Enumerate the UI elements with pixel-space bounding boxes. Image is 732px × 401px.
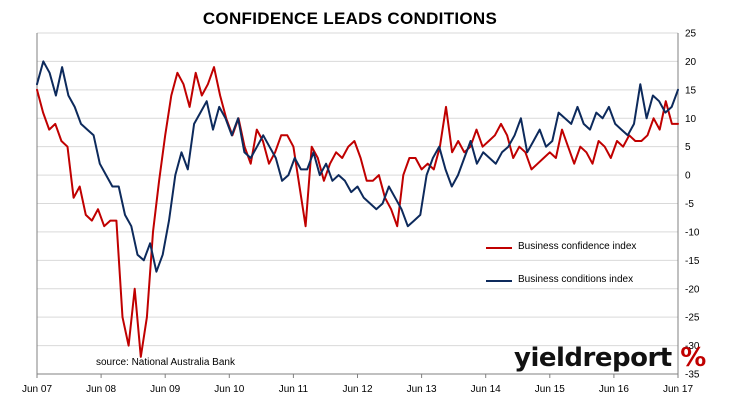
x-tick-label: Jun 10 xyxy=(214,384,244,395)
y-tick-label: -25 xyxy=(685,313,700,324)
y-tick-label: 5 xyxy=(685,142,691,153)
legend-swatch-conditions xyxy=(486,280,512,282)
x-tick-label: Jun 09 xyxy=(150,384,180,395)
brand-logo: yieldreport % xyxy=(514,343,706,373)
y-tick-label: -30 xyxy=(685,341,700,352)
x-tick-label: Jun 13 xyxy=(407,384,437,395)
legend-label-conditions: Business conditions index xyxy=(518,274,634,285)
y-tick-label: 15 xyxy=(685,85,697,96)
x-tick-label: Jun 07 xyxy=(22,384,52,395)
source-note: source: National Australia Bank xyxy=(96,357,235,368)
series-line-confidence xyxy=(36,66,679,358)
series-line-conditions xyxy=(36,60,679,273)
x-tick-label: Jun 14 xyxy=(471,384,501,395)
y-tick-label: 10 xyxy=(685,114,697,125)
y-tick-label: 0 xyxy=(685,171,691,182)
chart-title: CONFIDENCE LEADS CONDITIONS xyxy=(202,9,498,28)
y-tick-label: -15 xyxy=(685,256,700,267)
y-tick-label: 25 xyxy=(685,29,697,40)
y-tick-label: -10 xyxy=(685,227,700,238)
x-tick-label: Jun 17 xyxy=(663,384,693,395)
x-tick-label: Jun 15 xyxy=(535,384,565,395)
legend-swatch-confidence xyxy=(486,247,512,249)
y-tick-label: 20 xyxy=(685,57,697,68)
brand-logo-text: yieldreport xyxy=(514,343,672,373)
x-tick-label: Jun 16 xyxy=(599,384,629,395)
x-tick-label: Jun 11 xyxy=(279,384,309,395)
y-tick-label: -5 xyxy=(685,199,694,210)
x-tick-label: Jun 08 xyxy=(86,384,116,395)
x-tick-label: Jun 12 xyxy=(342,384,372,395)
y-tick-label: -35 xyxy=(685,370,700,381)
brand-logo-accent: % xyxy=(680,343,706,373)
legend-label-confidence: Business confidence index xyxy=(518,241,637,252)
y-tick-label: -20 xyxy=(685,284,700,295)
